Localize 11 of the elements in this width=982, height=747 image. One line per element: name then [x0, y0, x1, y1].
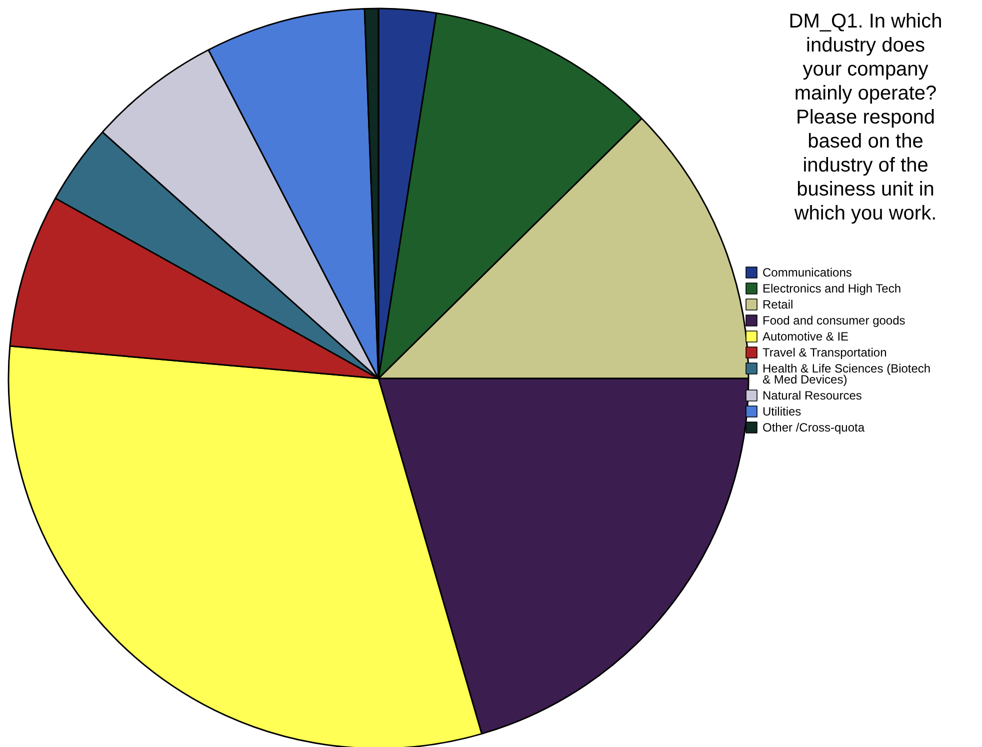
legend-label: Electronics and High Tech [762, 282, 902, 296]
legend-label: Food and consumer goods [762, 314, 906, 328]
legend-label: Automotive & IE [762, 330, 849, 344]
legend-label: Natural Resources [762, 388, 862, 402]
legend-label: Retail [762, 298, 794, 312]
legend-label: Communications [762, 266, 852, 280]
chart-title: DM_Q1. In which industry does your company mainly operate? Please respond based on the industry of the business unit in which you work. [788, 10, 942, 224]
legend-label: Health & Life Sciences (Biotech & Med Devices) [762, 362, 931, 386]
legend-label: Other /Cross-quota [762, 420, 865, 434]
legend-label: Travel & Transportation [762, 346, 887, 360]
legend-label: Utilities [762, 404, 802, 418]
